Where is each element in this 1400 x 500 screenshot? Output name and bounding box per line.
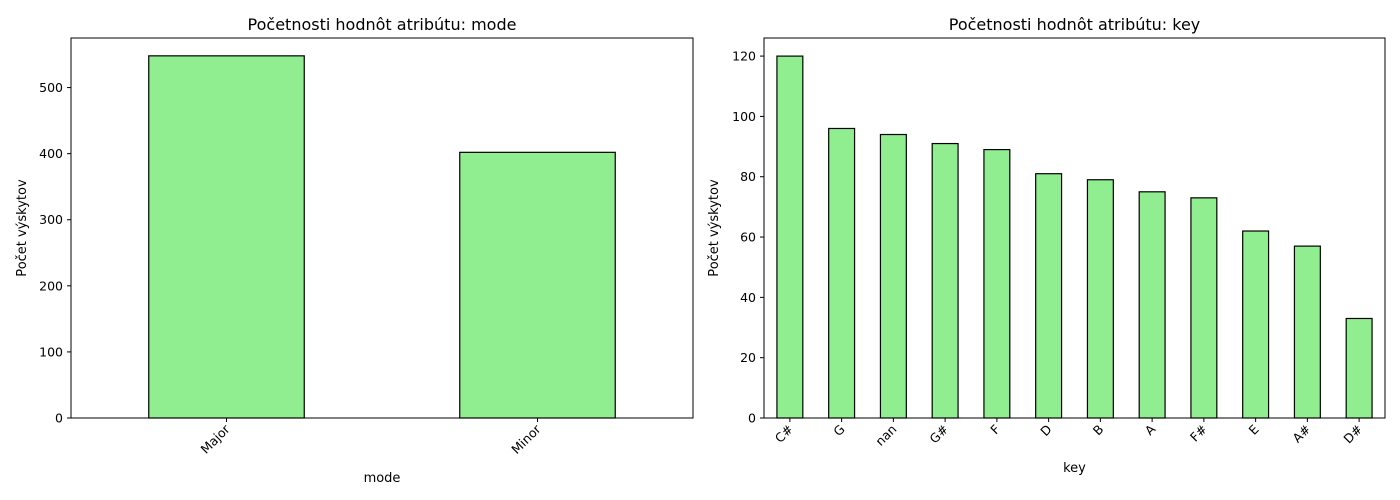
x-tick-label: F <box>987 422 1003 438</box>
x-tick-label: B <box>1090 422 1107 439</box>
bar-f <box>983 148 1011 419</box>
bar-d-sharp <box>1345 317 1373 419</box>
bar-d <box>1035 173 1063 419</box>
axes-frame <box>763 37 1386 419</box>
bar-minor <box>459 151 616 419</box>
bar-g <box>828 127 856 419</box>
x-tick-label: Minor <box>508 421 544 457</box>
axes-frame <box>70 37 694 419</box>
x-tick-label: A <box>1142 421 1159 438</box>
y-tick-label: 200 <box>39 278 63 293</box>
chart-title: Početnosti hodnôt atribútu: key <box>949 15 1201 34</box>
y-tick-label: 0 <box>748 411 756 426</box>
y-tick-label: 120 <box>732 49 756 64</box>
bar-b <box>1086 179 1114 419</box>
y-tick-label: 20 <box>740 350 756 365</box>
y-tick-label: 0 <box>55 411 63 426</box>
bar-a <box>1138 191 1166 419</box>
y-tick-label: 60 <box>740 230 756 245</box>
x-tick-label: G <box>830 422 847 439</box>
x-axis-label: mode <box>364 471 401 486</box>
x-axis-label: key <box>1063 461 1086 476</box>
chart-title: Početnosti hodnôt atribútu: mode <box>248 15 517 34</box>
x-tick-label: Major <box>197 421 233 457</box>
y-tick-label: 500 <box>39 80 63 95</box>
chart-key: Početnosti hodnôt atribútu: key Počet vý… <box>707 15 1386 476</box>
x-axis: Major Minor <box>197 418 544 457</box>
x-tick-label: F# <box>1187 422 1210 445</box>
y-axis: 0 20 40 60 80 100 120 <box>732 49 764 426</box>
x-tick-label: nan <box>872 422 899 449</box>
y-tick-label: 40 <box>740 290 756 305</box>
y-axis-label: Počet výskytov <box>707 179 722 277</box>
y-tick-label: 400 <box>39 146 63 161</box>
bar-major <box>148 55 305 419</box>
y-tick-label: 100 <box>39 344 63 359</box>
bar-nan <box>879 133 907 419</box>
x-tick-label: C# <box>772 422 796 446</box>
bar-f-sharp <box>1190 197 1218 419</box>
y-axis: 0 100 200 300 400 500 <box>39 80 71 426</box>
x-tick-label: A# <box>1289 422 1313 446</box>
x-tick-label: D# <box>1340 422 1365 447</box>
bars <box>148 55 616 419</box>
y-tick-label: 100 <box>732 109 756 124</box>
bar-g-sharp <box>931 142 959 419</box>
x-tick-label: E <box>1246 421 1262 437</box>
bar-a-sharp <box>1293 245 1321 419</box>
bar-e <box>1242 230 1270 419</box>
y-tick-label: 80 <box>740 169 756 184</box>
bars <box>776 55 1373 419</box>
x-tick-label: D <box>1037 422 1054 439</box>
y-axis-label: Počet výskytov <box>15 179 30 277</box>
x-tick-label: G# <box>926 422 951 447</box>
bar-c-sharp <box>776 55 804 419</box>
chart-mode: Početnosti hodnôt atribútu: mode Počet v… <box>15 15 694 486</box>
y-tick-label: 300 <box>39 212 63 227</box>
